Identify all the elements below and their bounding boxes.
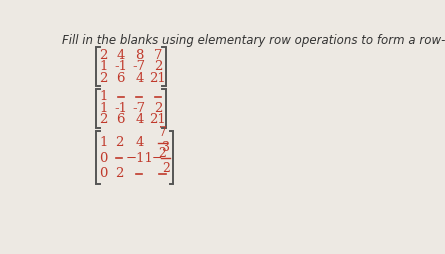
Text: 8: 8 (135, 49, 143, 62)
Text: 7: 7 (154, 49, 162, 62)
Text: 2: 2 (115, 167, 123, 180)
Text: 21: 21 (150, 113, 166, 126)
Text: -7: -7 (133, 60, 146, 73)
Text: 2: 2 (162, 162, 170, 175)
Text: 2: 2 (100, 72, 108, 85)
Text: 4: 4 (135, 72, 143, 85)
Text: 1: 1 (100, 136, 108, 149)
Text: 0: 0 (100, 152, 108, 165)
Text: 2: 2 (115, 136, 123, 149)
Text: 21: 21 (150, 72, 166, 85)
Text: 4: 4 (135, 113, 143, 126)
Text: −: − (152, 152, 162, 165)
Text: 2: 2 (100, 49, 108, 62)
Text: 2: 2 (158, 147, 166, 160)
Text: −11: −11 (125, 152, 153, 165)
Text: 7: 7 (158, 126, 166, 139)
Text: -1: -1 (114, 102, 127, 115)
Text: 0: 0 (100, 167, 108, 180)
Text: -7: -7 (133, 102, 146, 115)
Text: 1: 1 (100, 60, 108, 73)
Text: 6: 6 (117, 72, 125, 85)
Text: 4: 4 (135, 136, 143, 149)
Text: 2: 2 (154, 60, 162, 73)
Text: 1: 1 (100, 102, 108, 115)
Text: 4: 4 (117, 49, 125, 62)
Text: 1: 1 (100, 90, 108, 103)
Text: 2: 2 (100, 113, 108, 126)
Text: 3: 3 (162, 141, 170, 154)
Text: Fill in the blanks using elementary row operations to form a row-equivalent matr: Fill in the blanks using elementary row … (62, 34, 445, 47)
Text: 6: 6 (117, 113, 125, 126)
Text: -1: -1 (114, 60, 127, 73)
Text: 2: 2 (154, 102, 162, 115)
